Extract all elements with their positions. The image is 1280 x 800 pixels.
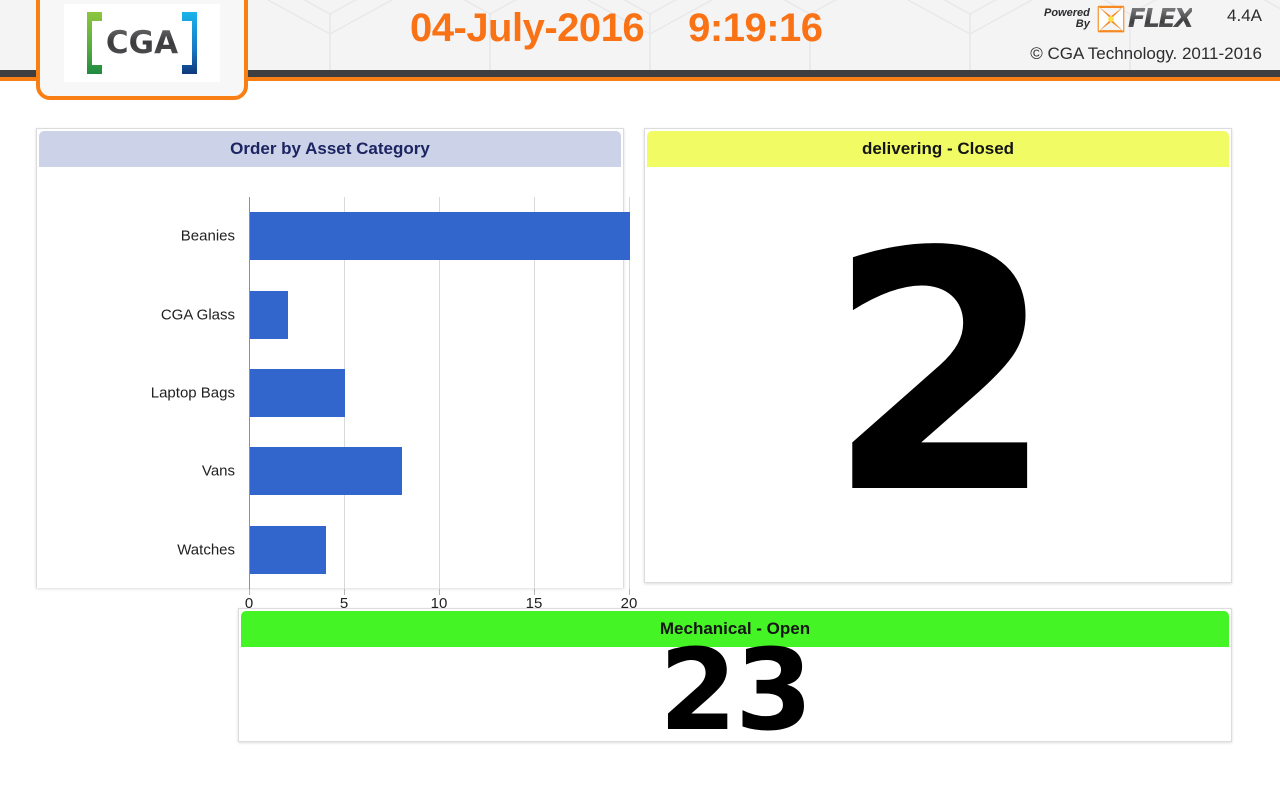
header-divider-dark [0,70,1280,77]
chart-bar[interactable] [250,447,402,496]
flex-logo: FLEX [1096,4,1194,34]
chart-category-label: Laptop Bags [150,384,235,402]
chart-bar[interactable] [250,369,345,417]
app-header: 04-July-2016 9:19:16 Powered By FLEX 4.4… [0,0,1280,70]
chart-plot-area: 0 5 10 15 20 [245,197,637,612]
chart-gridline [534,197,535,589]
kpi-delivering-closed-value: 2 [826,181,1056,566]
chart-category-label: Watches [177,541,235,559]
chart-category-label: Beanies [180,227,235,245]
powered-by-label: Powered By [1044,8,1090,30]
logo-wordmark: CGA [105,25,179,61]
logo-right-bracket-icon [182,12,198,74]
flex-star-icon [1097,5,1125,33]
kpi-mechanical-open-title: Mechanical - Open [241,611,1229,647]
kpi-mechanical-open-body: 23 [239,626,1231,757]
chart-x-tick-label: 15 [525,595,543,612]
chart-bar[interactable] [250,525,326,574]
bar-chart[interactable]: Beanies CGA Glass Laptop Bags Vans Watches 0… [37,167,637,612]
chart-x-tick-label: 20 [620,595,638,612]
chart-bar[interactable] [250,290,288,339]
kpi-panel-mechanical-open: Mechanical - Open 23 [238,608,1232,757]
flex-wordmark: FLEX [1127,4,1194,34]
header-divider-orange [0,77,1280,81]
chart-panel-title: Order by Asset Category [39,131,621,167]
header-datetime: 04-July-2016 9:19:16 [410,6,930,51]
chart-x-tick-label: 0 [244,595,254,612]
header-date: 04-July-2016 [410,6,645,50]
kpi-delivering-closed-body: 2 [645,167,1231,582]
kpi-delivering-closed-title: delivering - Closed [647,131,1229,167]
header-time: 9:19:16 [688,6,823,50]
chart-gridline [629,197,630,589]
chart-category-label: Vans [201,462,235,480]
cga-logo-card[interactable]: CGA [36,0,248,100]
kpi-panel-delivering-closed: delivering - Closed 2 [644,128,1232,583]
powered-by-line1: Powered [1044,7,1090,19]
powered-by-line2: By [1075,18,1090,30]
chart-gridline [439,197,440,589]
powered-by-flex: Powered By FLEX [1044,4,1194,34]
chart-panel: Order by Asset Category Beanies CGA Glass… [36,128,637,612]
chart-bar[interactable] [250,212,630,261]
kpi-mechanical-open-value: 23 [659,626,813,757]
version-label: 4.4A [1227,6,1262,25]
chart-tick-mark [629,589,630,595]
chart-x-tick-label: 10 [430,595,448,612]
copyright-text: © CGA Technology. 2011-2016 [1030,44,1262,63]
cga-logo-icon: CGA [64,4,220,82]
chart-x-tick-label: 5 [339,595,349,612]
chart-axis-line [249,197,250,589]
chart-tick-mark [439,589,440,595]
header-pattern-decoration [169,0,1280,70]
chart-tick-mark [249,589,250,595]
chart-tick-mark [344,589,345,595]
chart-category-label: CGA Glass [160,306,235,324]
chart-tick-mark [534,589,535,595]
logo-left-bracket-icon [86,12,102,74]
